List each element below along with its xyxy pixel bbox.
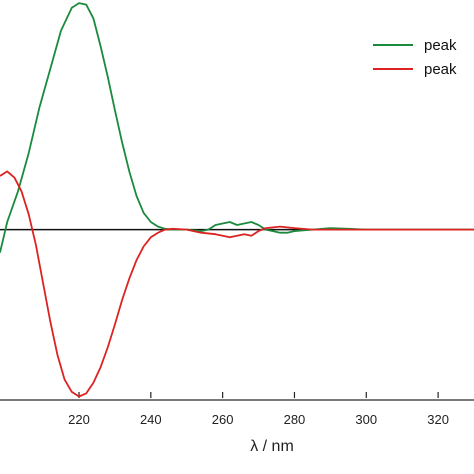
x-axis-ticks: [78, 392, 439, 398]
x-tick-label: 320: [427, 412, 449, 427]
series-lines: [0, 2, 474, 398]
series-line-2: [0, 170, 474, 398]
plot-frame: [0, 399, 474, 401]
x-tick-label: 240: [140, 412, 162, 427]
x-tick-label: 260: [212, 412, 234, 427]
series-line-1: [0, 2, 474, 253]
x-axis-title: λ / nm: [250, 438, 294, 455]
x-axis-tick-labels: 220 240 260 280 300 320: [68, 412, 449, 427]
legend-label-2: peak: [424, 61, 457, 78]
legend: peak peak: [373, 37, 457, 78]
legend-label-1: peak: [424, 37, 457, 54]
x-tick-label: 300: [355, 412, 377, 427]
x-tick-label: 220: [68, 412, 90, 427]
x-tick-label: 280: [284, 412, 306, 427]
